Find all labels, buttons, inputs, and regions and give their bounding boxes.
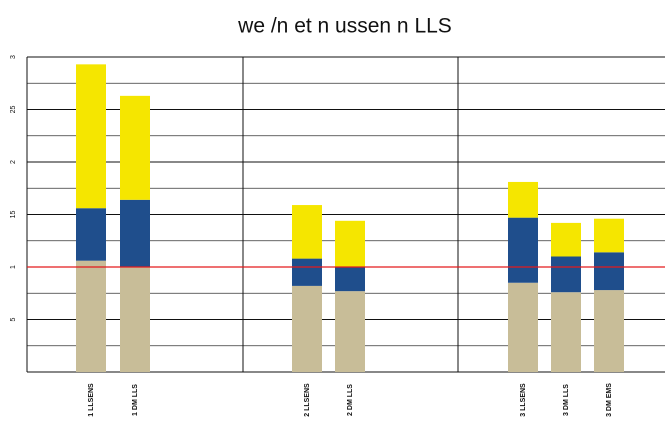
chart-title: we /n et n ussen n LLS bbox=[237, 15, 452, 38]
y-tick-label: 15 bbox=[10, 211, 17, 219]
bar-segment bbox=[335, 291, 365, 372]
bar-segment bbox=[551, 222, 581, 257]
bar-segment bbox=[551, 292, 581, 372]
y-tick-label: 1 bbox=[10, 265, 17, 269]
x-tick-label: 2 LLSENS bbox=[304, 383, 311, 417]
bar-segment bbox=[292, 205, 322, 259]
y-tick-label: 2 bbox=[10, 160, 17, 164]
bar-segment bbox=[594, 252, 624, 291]
bar-segment bbox=[594, 290, 624, 372]
bar-segment bbox=[292, 285, 322, 372]
bar-segment bbox=[594, 218, 624, 253]
x-tick-label: 1 LLSENS bbox=[88, 383, 95, 417]
x-tick-label: 3 DM LLS bbox=[563, 384, 570, 416]
x-tick-label: 2 DM LLS bbox=[347, 384, 354, 416]
bar-segment bbox=[335, 267, 365, 292]
x-tick-label: 3 LLSENS bbox=[520, 383, 527, 417]
bar-segment bbox=[292, 258, 322, 286]
bar-segment bbox=[120, 95, 150, 200]
x-tick-label: 1 DM LLS bbox=[132, 384, 139, 416]
y-tick-label: 3 bbox=[10, 55, 17, 59]
bar-segment bbox=[335, 220, 365, 267]
y-tick-label: 5 bbox=[10, 317, 17, 321]
bar-segment bbox=[551, 256, 581, 293]
bar-segment bbox=[120, 199, 150, 267]
bar-segment bbox=[76, 64, 106, 209]
bar-segment bbox=[76, 208, 106, 261]
bar-segment bbox=[76, 260, 106, 372]
bar-segment bbox=[508, 282, 538, 372]
bar-segment bbox=[508, 217, 538, 283]
bar-segment bbox=[120, 267, 150, 372]
y-tick-label: 25 bbox=[10, 106, 17, 114]
x-tick-label: 3 DM EMS bbox=[606, 383, 613, 417]
bar-segment bbox=[508, 181, 538, 218]
